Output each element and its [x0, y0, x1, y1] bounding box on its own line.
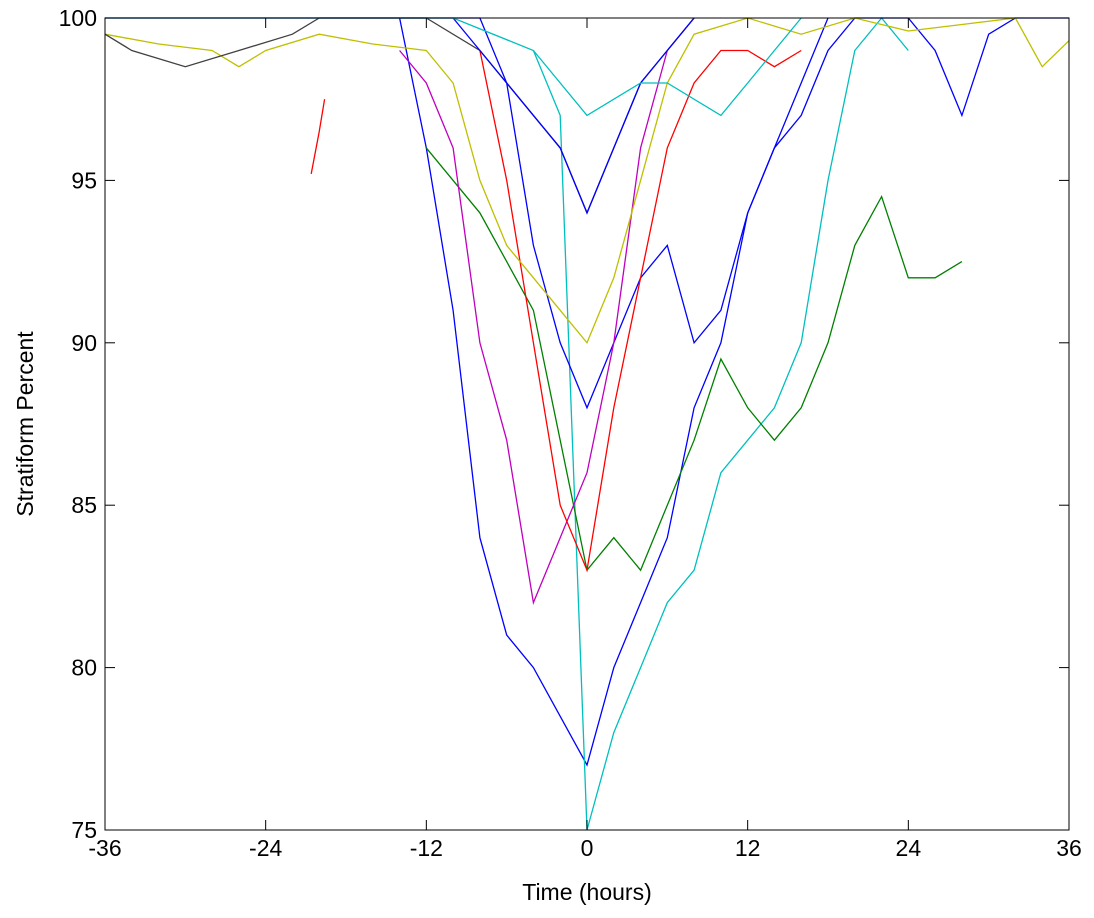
data-line	[425, 147, 963, 572]
data-line	[452, 17, 695, 215]
y-tick-label: 100	[59, 5, 97, 31]
x-tick-label: 0	[581, 835, 594, 861]
data-line	[532, 16, 909, 831]
y-tick-label: 90	[71, 330, 97, 356]
x-tick-label: 12	[735, 835, 761, 861]
x-tick-label: 24	[896, 835, 922, 861]
y-tick-label: 85	[71, 492, 97, 518]
data-line	[310, 99, 326, 175]
y-tick-label: 95	[71, 167, 97, 193]
x-tick-label: -36	[88, 835, 121, 861]
x-tick-label: 36	[1056, 835, 1082, 861]
data-line	[479, 49, 802, 573]
x-tick-label: -12	[410, 835, 443, 861]
y-tick-label: 75	[71, 817, 97, 843]
x-tick-label: -24	[249, 835, 282, 861]
y-tick-label: 80	[71, 655, 97, 681]
x-axis-label: Time (hours)	[522, 879, 652, 905]
y-axis-label: Stratiform Percent	[12, 331, 38, 517]
data-line	[104, 17, 1070, 345]
data-line	[399, 17, 695, 605]
